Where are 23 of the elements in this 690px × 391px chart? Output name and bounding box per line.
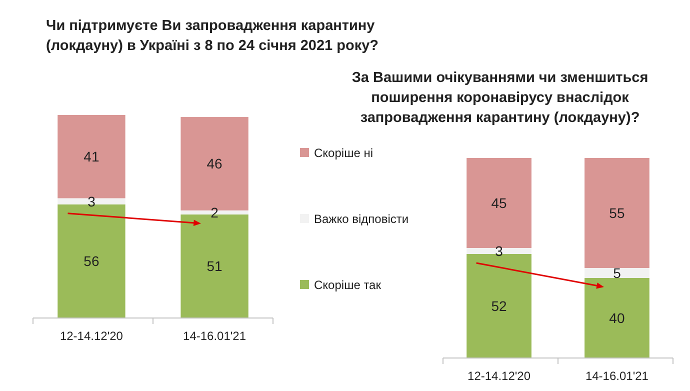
- data-label: 56: [84, 253, 100, 270]
- data-label: 40: [609, 310, 625, 326]
- x-tick-label: 14-16.01'21: [585, 369, 649, 383]
- bar: [58, 115, 126, 198]
- x-tick-label: 12-14.12'20: [60, 329, 124, 343]
- data-label: 52: [491, 298, 508, 314]
- chart-title: За Вашими очікуваннями чи зменшиться поширення коронавірусу внаслідок запровадження карантину (локдауну)?: [352, 70, 648, 126]
- bar: [584, 158, 650, 268]
- data-label: 41: [84, 148, 100, 165]
- data-label: 5: [613, 265, 622, 281]
- data-label: 55: [609, 205, 625, 221]
- x-tick-label: 12-14.12'20: [468, 369, 531, 383]
- legend-label: Скоріше ні: [314, 146, 373, 160]
- legend-label: Важко відповісти: [314, 212, 409, 226]
- legend-label: Скоріше так: [314, 278, 382, 292]
- bar: [466, 158, 532, 248]
- x-tick-label: 14-16.01'21: [183, 329, 246, 343]
- data-label: 51: [206, 258, 223, 274]
- bar: [584, 268, 650, 278]
- data-label: 45: [491, 195, 508, 211]
- data-label: 46: [206, 156, 223, 172]
- bar: [584, 278, 650, 358]
- chart-title: Чи підтримуєте Ви запровадження карантину (локдауну) в Україні з 8 по 24 січня 2021 року?: [46, 18, 379, 54]
